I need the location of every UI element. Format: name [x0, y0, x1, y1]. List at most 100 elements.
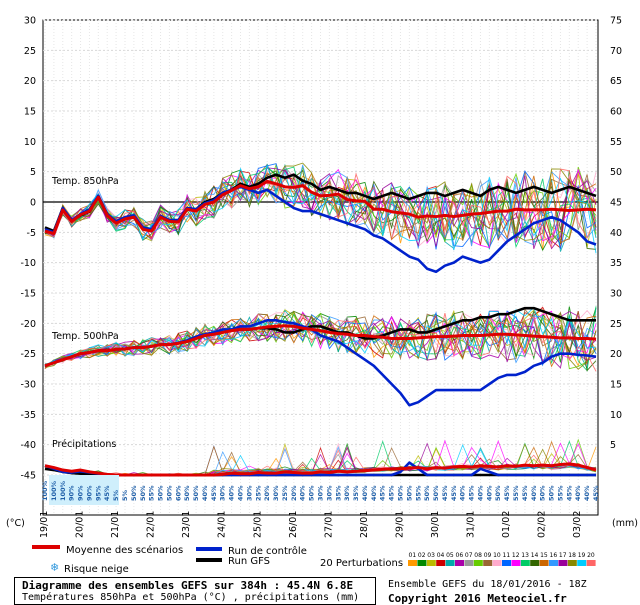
snow-risk-value: 35% — [334, 485, 342, 501]
snow-risk-value: 45% — [592, 485, 600, 501]
snow-risk-value: 30% — [343, 485, 351, 501]
x-date-label: 20/01 — [75, 511, 86, 538]
x-date-label: 24/01 — [217, 511, 228, 538]
member-16-t850-line — [44, 164, 597, 249]
snow-risk-value: 50% — [139, 485, 147, 501]
snow-risk-value: 45% — [210, 485, 218, 501]
perturbation-swatch — [549, 560, 558, 566]
snow-risk-value: 55% — [556, 485, 564, 501]
right-tick-label: 5 — [610, 440, 616, 451]
snow-risk-value: 30% — [219, 485, 227, 501]
perturbation-id: 20 — [587, 552, 595, 559]
x-date-label: 23/01 — [181, 511, 192, 538]
left-tick-label: 0 — [30, 198, 36, 209]
snow-risk-value: 55% — [148, 485, 156, 501]
x-date-label: 01/02 — [501, 511, 512, 538]
snow-risk-value: 50% — [130, 485, 138, 501]
perturbation-swatch — [511, 560, 521, 566]
perturbation-swatch — [567, 560, 577, 566]
snow-risk-value: 40% — [459, 485, 467, 501]
legend-perturbations-label: 20 Perturbations — [320, 558, 403, 569]
perturbation-id: 01 — [409, 552, 417, 559]
snow-risk-value: 20% — [290, 485, 298, 501]
snow-risk-value: 100% — [41, 480, 49, 501]
snow-risk-value: 40% — [237, 485, 245, 501]
snow-risk-label: Risque neige — [64, 564, 129, 575]
perturbation-swatch — [502, 560, 511, 566]
snow-risk-value: 40% — [361, 485, 369, 501]
snow-risk-value: 40% — [228, 485, 236, 501]
legend: Moyenne des scénarios Run de contrôle Ru… — [32, 544, 596, 575]
snow-risk-value: 45% — [103, 485, 111, 501]
snow-risk-value: 50% — [192, 485, 200, 501]
member-20-t500-line — [44, 313, 597, 372]
right-tick-label: 25 — [610, 319, 622, 330]
snow-risk-value: 5% — [121, 489, 129, 501]
x-date-label: 21/01 — [110, 511, 121, 538]
snow-risk-value: 30% — [245, 485, 253, 501]
snow-risk-value: 40% — [583, 485, 591, 501]
annotation-precip: Précipitations — [52, 439, 116, 450]
annotation-t850: Temp. 850hPa — [51, 176, 119, 187]
legend-mean-label: Moyenne des scénarios — [66, 544, 183, 556]
snow-risk-value: 40% — [370, 485, 378, 501]
left-tick-label: 5 — [30, 167, 36, 178]
footer-copyright: Copyright 2016 Meteociel.fr — [388, 592, 567, 605]
right-tick-label: 20 — [610, 349, 622, 360]
perturbation-swatch — [530, 560, 540, 566]
footer-title: Diagramme des ensembles GEFS sur 384h : … — [22, 579, 354, 592]
perturbation-id: 06 — [456, 552, 464, 559]
snow-risk-value: 30% — [317, 485, 325, 501]
left-tick-label: -15 — [20, 289, 36, 300]
snow-risk-value: 45% — [450, 485, 458, 501]
snow-risk-value: 50% — [308, 485, 316, 501]
left-tick-label: -35 — [20, 410, 36, 421]
grid — [43, 19, 598, 515]
snow-risk-value: 100% — [59, 480, 67, 501]
perturbation-swatch — [483, 560, 493, 566]
snow-risk-value: 45% — [565, 485, 573, 501]
perturbation-id: 17 — [559, 552, 567, 559]
snow-risk-value: 40% — [476, 485, 484, 501]
perturbation-swatch — [558, 560, 568, 566]
snow-risk-value: 40% — [574, 485, 582, 501]
snow-risk-value: 50% — [165, 485, 173, 501]
perturbation-id: 18 — [568, 552, 576, 559]
snow-risk-value: 40% — [299, 485, 307, 501]
legend-gfs-label: Run GFS — [228, 556, 270, 567]
snow-risk-value: 5% — [112, 489, 120, 501]
perturbation-id: 14 — [531, 552, 539, 559]
member-18-t850-line — [44, 162, 597, 241]
perturbation-swatch — [417, 560, 427, 566]
snow-risk-value: 25% — [254, 485, 262, 501]
snow-risk-value: 35% — [352, 485, 360, 501]
right-tick-label: 35 — [610, 258, 622, 269]
perturbation-id: 03 — [427, 552, 435, 559]
footer-subtitle: Températures 850hPa et 500hPa (°C) , pré… — [22, 592, 360, 603]
perturbation-id: 19 — [578, 552, 586, 559]
snow-risk-value: 50% — [183, 485, 191, 501]
perturbation-id: 10 — [493, 552, 501, 559]
right-tick-label: 15 — [610, 380, 622, 391]
x-date-label: 30/01 — [430, 511, 441, 538]
footer-run: Ensemble GEFS du 18/01/2016 - 18Z — [388, 579, 587, 590]
snow-risk-value: 40% — [201, 485, 209, 501]
perturbation-swatch — [408, 560, 417, 566]
right-tick-label: 40 — [610, 228, 622, 239]
snow-risk-value: 30% — [272, 485, 280, 501]
right-tick-label: 65 — [610, 76, 622, 87]
snow-risk-value: 30% — [325, 485, 333, 501]
left-unit-label: (°C) — [6, 518, 25, 529]
left-tick-label: -5 — [27, 228, 36, 239]
snow-risk-value: 40% — [530, 485, 538, 501]
snow-risk-highlight — [49, 475, 119, 505]
x-date-label: 19/01 — [39, 511, 50, 538]
perturbation-id: 02 — [418, 552, 426, 559]
snow-risk-value: 55% — [414, 485, 422, 501]
precip-moyenne-des-sc-nariosline — [44, 462, 597, 477]
snow-risk-value: 50% — [548, 485, 556, 501]
snow-risk-value: 50% — [405, 485, 413, 501]
perturbation-id: 07 — [465, 552, 473, 559]
left-axis: 30 25 20 15 10 5 0 -5 -10 -15 -20 -25 -30 -35 -40 -45 — [20, 16, 36, 482]
